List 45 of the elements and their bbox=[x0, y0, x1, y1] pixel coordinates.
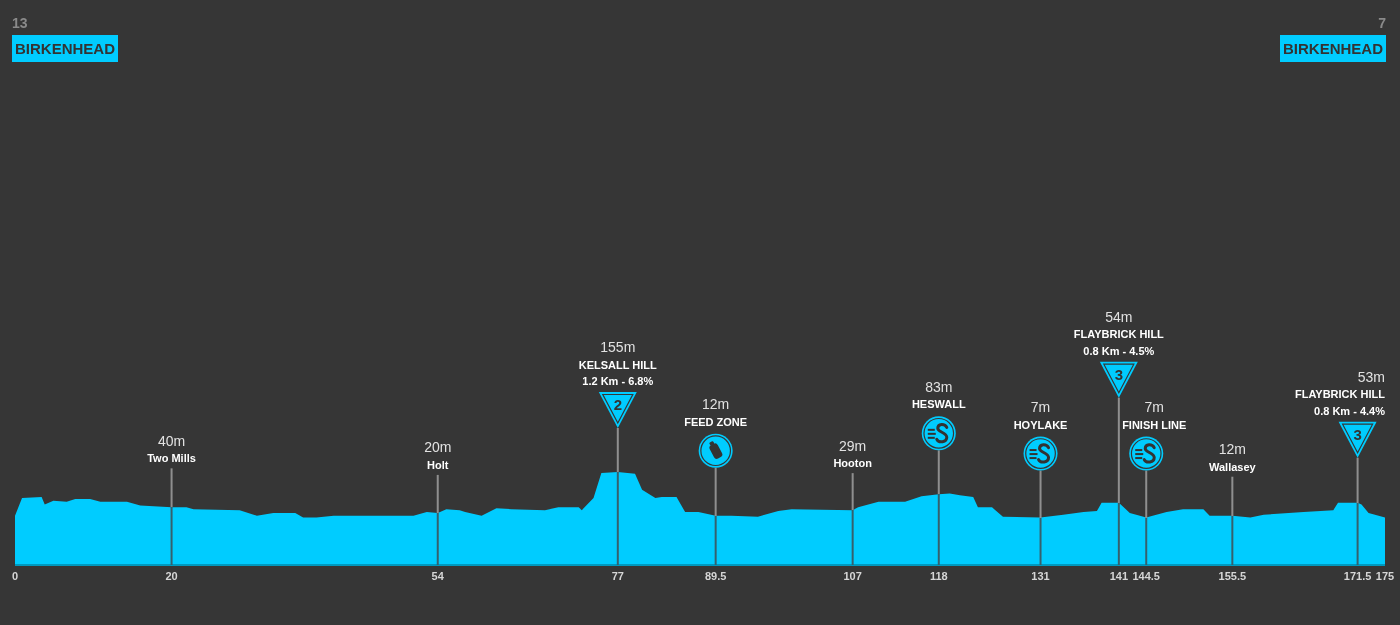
text: 2 bbox=[613, 396, 622, 413]
x-tick-label: 0 bbox=[11, 570, 19, 582]
text: 1.2 Km - 6.8% bbox=[582, 375, 654, 387]
x-tick-label: 171.5 bbox=[1343, 570, 1372, 582]
text: Two Mills bbox=[147, 452, 196, 465]
text: FINISH LINE bbox=[1122, 418, 1187, 431]
text: 12m bbox=[702, 396, 730, 413]
text: 0.8 Km - 4.4% bbox=[1314, 404, 1386, 417]
x-tick-label: 89.5 bbox=[704, 570, 727, 582]
text: 12m bbox=[1218, 441, 1246, 458]
x-tick-label: 107 bbox=[843, 570, 862, 582]
text: 54m bbox=[1105, 308, 1133, 325]
x-tick-label: 54 bbox=[431, 570, 445, 582]
text: 3 bbox=[1114, 365, 1123, 383]
text: 155m bbox=[600, 339, 636, 355]
text: HOYLAKE bbox=[1013, 418, 1068, 431]
text: 53m bbox=[1357, 368, 1385, 385]
text: 0.8 Km - 4.5% bbox=[1083, 344, 1155, 357]
text: 83m bbox=[925, 378, 953, 395]
annotation: Wallasey bbox=[1209, 460, 1257, 473]
text: FLAYBRICK HILL bbox=[1073, 328, 1165, 341]
x-tick-label: 175 bbox=[1375, 570, 1395, 582]
x-tick-label: 155.5 bbox=[1218, 570, 1247, 582]
text: 20m bbox=[424, 439, 452, 456]
text: 40m bbox=[157, 432, 186, 449]
text: Holt bbox=[427, 458, 449, 471]
x-tick-label: 20 bbox=[165, 570, 178, 582]
text: FEED ZONE bbox=[684, 415, 748, 428]
text: 7 bbox=[1378, 14, 1386, 32]
x-tick-label: 141 bbox=[1109, 570, 1129, 582]
x-tick-label: 77 bbox=[611, 570, 624, 582]
x-tick-label: 144.5 bbox=[1132, 570, 1160, 582]
text: BIRKENHEAD bbox=[1279, 35, 1386, 62]
text: 7m bbox=[1144, 399, 1164, 416]
text: 13 bbox=[12, 14, 28, 32]
text: FLAYBRICK HILL bbox=[1294, 388, 1386, 401]
text: KELSALL HILL bbox=[578, 358, 658, 371]
x-tick-label: 118 bbox=[929, 570, 948, 582]
text: 7m bbox=[1030, 399, 1051, 416]
text: HESWALL bbox=[911, 398, 966, 411]
x-tick-label: 131 bbox=[1031, 570, 1050, 582]
text: BIRKENHEAD bbox=[12, 35, 119, 62]
text: Hooton bbox=[833, 457, 873, 470]
text: 29m bbox=[839, 437, 867, 454]
text: 3 bbox=[1353, 425, 1362, 443]
